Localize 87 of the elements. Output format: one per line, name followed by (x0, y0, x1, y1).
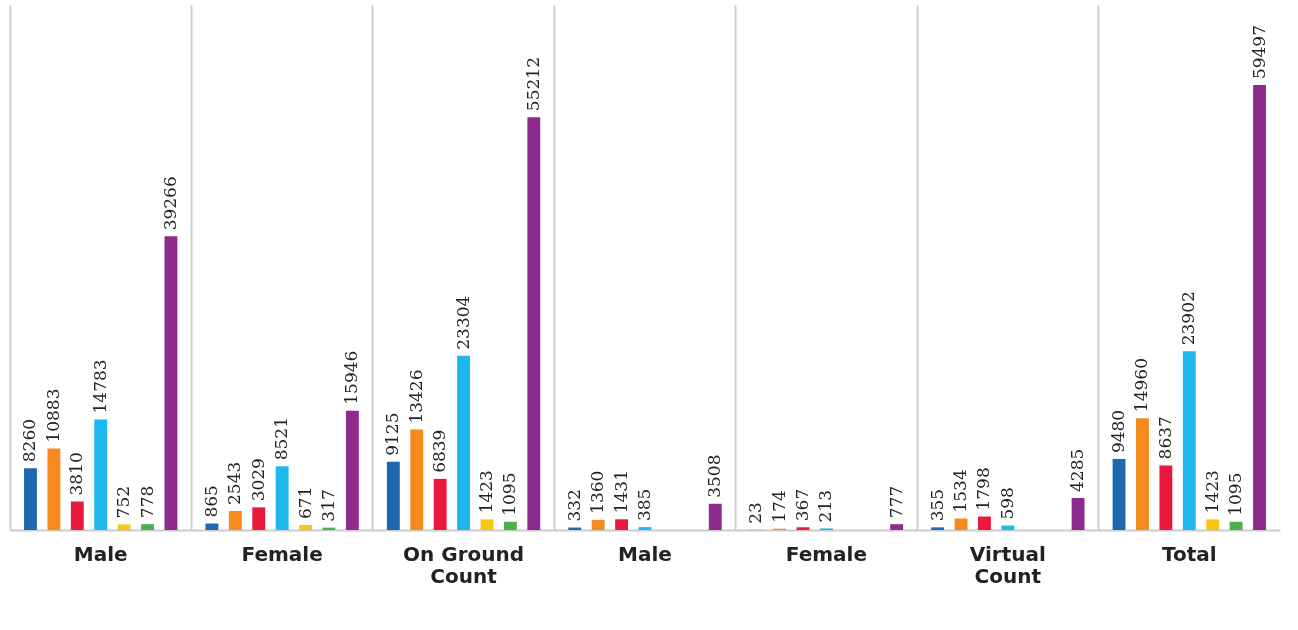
data-label: 385 (634, 488, 654, 522)
data-label: 3810 (66, 452, 87, 496)
data-label: 14783 (89, 359, 110, 414)
bar (615, 519, 629, 530)
bar (386, 461, 400, 530)
bar (141, 524, 154, 530)
bar (433, 478, 447, 530)
data-label: 9480 (1108, 409, 1129, 454)
bar (931, 527, 945, 530)
bar (24, 468, 37, 530)
data-label: 1423 (1201, 470, 1222, 514)
bar (1229, 521, 1243, 530)
bar (205, 523, 219, 530)
bar (708, 503, 722, 530)
data-label: 8637 (1154, 416, 1175, 460)
data-label: 1534 (950, 469, 971, 513)
data-label: 174 (768, 490, 789, 523)
data-label: 317 (317, 489, 338, 522)
bar (796, 527, 810, 530)
data-label: 1798 (973, 467, 994, 511)
data-label: 778 (136, 485, 157, 519)
data-label: 1095 (1225, 472, 1246, 516)
data-label: 1095 (499, 472, 520, 516)
data-label: 1360 (587, 470, 608, 514)
x-tick-label: Total (1161, 541, 1217, 566)
data-label: 3508 (704, 454, 725, 498)
bar (275, 466, 289, 530)
bar (1182, 351, 1196, 530)
data-label: 59497 (1248, 24, 1269, 80)
data-label: 4285 (1067, 448, 1088, 492)
bar (480, 519, 494, 530)
data-label: 598 (996, 487, 1017, 520)
bar (1206, 519, 1220, 530)
data-label: 1431 (610, 470, 631, 514)
bar (252, 507, 266, 530)
x-tick-label: Virtual Count (969, 541, 1046, 588)
x-tick-label: On Ground Count (403, 541, 525, 588)
x-tick-label: Female (241, 541, 323, 566)
data-label: 13426 (405, 369, 426, 424)
bar (527, 117, 541, 530)
bar (410, 429, 424, 530)
data-label: 23 (745, 502, 766, 524)
bar (1071, 497, 1085, 530)
bar (503, 521, 517, 530)
data-label: 777 (885, 485, 906, 519)
data-label: 2543 (224, 461, 245, 505)
data-label: 9125 (382, 412, 403, 456)
data-label: 671 (294, 486, 315, 519)
data-label: 752 (113, 485, 134, 519)
bar (70, 501, 84, 530)
bar (345, 410, 359, 530)
data-label: 332 (563, 489, 584, 522)
x-tick-label: Female (785, 541, 868, 566)
bar (890, 524, 904, 530)
bar (299, 524, 312, 530)
bar (457, 355, 471, 530)
bar (1001, 525, 1015, 530)
bar (94, 419, 108, 530)
bar (1112, 459, 1126, 530)
bar (1253, 85, 1266, 530)
data-label: 23304 (452, 295, 473, 350)
data-label: 23902 (1178, 291, 1199, 346)
data-label: 1423 (475, 470, 496, 514)
bar (638, 527, 652, 530)
x-tick-label: Male (618, 541, 672, 566)
bar (978, 516, 991, 530)
bar (591, 519, 605, 530)
data-label: 213 (815, 489, 836, 523)
data-label: 367 (792, 488, 813, 522)
bar (47, 448, 61, 530)
data-label: 39266 (159, 176, 180, 231)
data-label: 355 (926, 488, 947, 522)
data-label: 3029 (247, 458, 268, 502)
data-label: 8521 (271, 417, 292, 461)
data-label: 8260 (19, 418, 40, 463)
data-label: 14960 (1131, 358, 1152, 413)
data-label: 15946 (341, 350, 362, 405)
x-tick-label: Male (73, 541, 128, 566)
data-label: 6839 (429, 429, 450, 473)
bar (1159, 465, 1173, 530)
bar (164, 236, 178, 530)
bar (1136, 418, 1149, 530)
data-label: 865 (200, 485, 221, 518)
bar (117, 524, 131, 530)
bar (228, 510, 242, 530)
data-label: 55212 (522, 57, 543, 112)
data-label: 10883 (42, 388, 63, 443)
